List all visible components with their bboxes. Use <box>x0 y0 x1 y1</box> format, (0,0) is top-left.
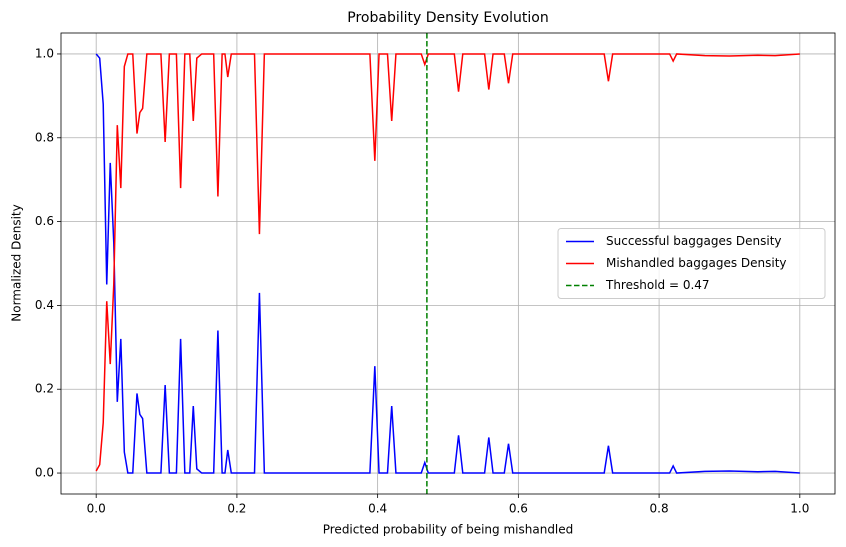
legend-label: Mishandled baggages Density <box>606 256 787 270</box>
legend-label: Threshold = 0.47 <box>605 278 710 292</box>
y-tick-label: 0.6 <box>35 214 54 228</box>
legend-label: Successful baggages Density <box>606 234 782 248</box>
series-line <box>95 53 800 474</box>
series-line <box>95 53 800 472</box>
y-axis-label: Normalized Density <box>10 204 24 322</box>
legend: Successful baggages Density Mishandled ba… <box>557 228 826 299</box>
plot-frame <box>60 32 836 495</box>
x-tick-label: 0.0 <box>87 502 106 516</box>
legend-box <box>557 228 826 299</box>
y-tick-label: 0.8 <box>35 130 54 144</box>
y-tick-label: 1.0 <box>35 46 54 60</box>
x-tick-label: 0.4 <box>368 502 387 516</box>
x-tick-label: 0.8 <box>650 502 669 516</box>
x-axis-label: Predicted probability of being mishandle… <box>323 523 574 537</box>
x-tick-label: 0.2 <box>227 502 246 516</box>
y-tick-label: 0.2 <box>35 382 54 396</box>
y-tick-label: 0.4 <box>35 298 54 312</box>
x-tick-label: 1.0 <box>790 502 809 516</box>
x-tick-label: 0.6 <box>509 502 528 516</box>
y-tick-label: 0.0 <box>35 466 54 480</box>
chart-title: Probability Density Evolution <box>347 10 548 26</box>
